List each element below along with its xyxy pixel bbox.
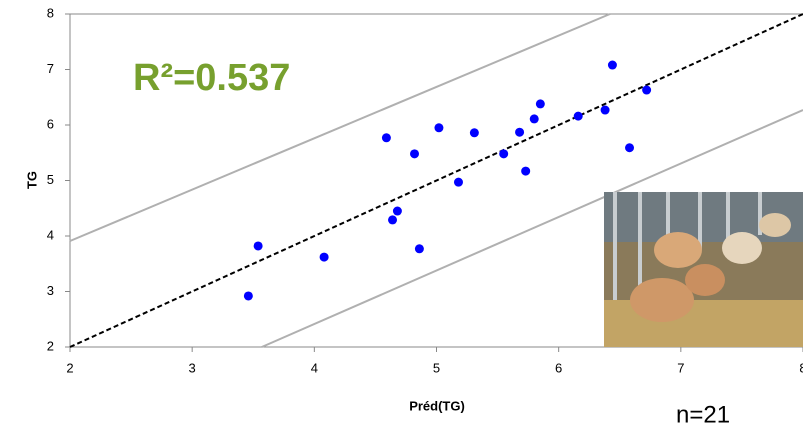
photo-cow bbox=[759, 213, 791, 237]
y-tick-label: 7 bbox=[47, 61, 54, 76]
r2-annotation: R²=0.537 bbox=[133, 57, 290, 99]
data-point bbox=[625, 143, 635, 153]
cattle-photo bbox=[604, 192, 803, 347]
x-axis-title: Préd(TG) bbox=[409, 398, 465, 413]
y-tick-label: 6 bbox=[47, 116, 54, 131]
data-point bbox=[521, 166, 531, 176]
data-point bbox=[469, 128, 479, 138]
y-tick-label: 3 bbox=[47, 283, 54, 298]
data-point bbox=[410, 149, 420, 159]
data-point bbox=[243, 291, 253, 301]
photo-cow bbox=[722, 232, 762, 264]
data-point bbox=[388, 215, 398, 225]
interval-line bbox=[261, 109, 803, 348]
x-tick-label: 7 bbox=[677, 360, 684, 375]
y-tick-label: 8 bbox=[47, 5, 54, 20]
data-point bbox=[434, 123, 444, 133]
data-point bbox=[319, 252, 329, 262]
y-axis-title: TG bbox=[24, 171, 39, 189]
data-point bbox=[499, 149, 509, 159]
photo-cow bbox=[630, 278, 694, 322]
data-point bbox=[535, 99, 545, 109]
x-tick-label: 2 bbox=[66, 360, 73, 375]
data-point bbox=[515, 127, 525, 137]
x-tick-label: 5 bbox=[433, 360, 440, 375]
x-tick-label: 8 bbox=[799, 360, 803, 375]
data-point bbox=[607, 60, 617, 70]
data-point bbox=[453, 177, 463, 187]
plot-area: 2 3 4 5 6 7 8 2 3 4 5 6 7 8 bbox=[47, 5, 803, 375]
data-point bbox=[392, 206, 402, 216]
data-point bbox=[642, 85, 652, 95]
x-tick-label: 6 bbox=[555, 360, 562, 375]
identity-line bbox=[69, 13, 803, 348]
data-point bbox=[253, 241, 263, 251]
x-tick-label: 4 bbox=[311, 360, 318, 375]
data-point bbox=[600, 105, 610, 115]
interval-line bbox=[69, 13, 611, 242]
y-tick-label: 5 bbox=[47, 172, 54, 187]
photo-cow bbox=[685, 264, 725, 296]
sample-size: n=21 bbox=[676, 401, 730, 428]
data-point bbox=[414, 244, 424, 254]
data-point bbox=[381, 133, 391, 143]
x-tick-label: 3 bbox=[189, 360, 196, 375]
photo-cow bbox=[654, 232, 702, 268]
y-tick-label: 2 bbox=[47, 338, 54, 353]
y-tick-label: 4 bbox=[47, 227, 54, 242]
data-point bbox=[529, 114, 539, 124]
data-point bbox=[573, 111, 583, 121]
